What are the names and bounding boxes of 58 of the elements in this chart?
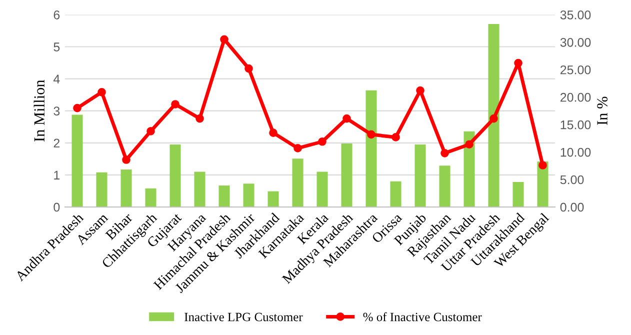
bar <box>218 186 230 207</box>
point <box>244 64 253 73</box>
bar <box>366 90 377 207</box>
bar <box>145 188 156 207</box>
y2-tick-label: 20.00 <box>560 92 591 102</box>
y-tick-label: 5 <box>54 42 60 52</box>
y2-tick-label: 25.00 <box>560 65 591 74</box>
point <box>146 127 155 136</box>
point <box>122 156 130 164</box>
bar <box>120 170 132 207</box>
bar <box>390 181 402 207</box>
y-tick-label: 6 <box>54 10 60 20</box>
point <box>514 58 522 68</box>
bar <box>292 158 304 207</box>
point <box>171 100 180 108</box>
bar <box>72 114 83 207</box>
bar <box>96 172 108 207</box>
y2-axis-title: In % <box>597 96 608 125</box>
point <box>342 114 351 123</box>
y2-tick-label: 35.00 <box>560 10 591 20</box>
point <box>294 144 302 152</box>
point <box>269 128 278 137</box>
point <box>440 148 449 158</box>
legend-label: Inactive LPG Customer <box>184 312 303 322</box>
y-tick-label: 0 <box>54 202 60 212</box>
point <box>392 133 400 142</box>
bar <box>170 144 181 207</box>
y2-tick-label: 30.00 <box>560 38 591 47</box>
y2-tick-label: 0.00 <box>560 202 584 212</box>
legend-label: % of Inactive Customer <box>363 312 482 322</box>
y2-tick-label: 15.00 <box>560 120 591 130</box>
y2-tick-label: 5.00 <box>560 175 584 184</box>
point <box>465 140 474 149</box>
point <box>196 114 204 123</box>
point <box>220 35 228 44</box>
y-axis-title: In Million <box>34 80 45 142</box>
point <box>416 86 424 95</box>
point <box>318 137 326 146</box>
bar <box>464 131 475 207</box>
bar <box>243 184 254 207</box>
bar <box>439 166 450 207</box>
bar <box>268 191 279 207</box>
point <box>538 161 547 170</box>
bar <box>488 24 500 207</box>
y2-tick-label: 10.00 <box>560 148 591 157</box>
point <box>98 88 106 96</box>
y-tick-label: 4 <box>53 74 60 84</box>
point <box>73 104 82 112</box>
bar <box>316 172 328 207</box>
point <box>367 130 376 139</box>
bar <box>512 182 524 207</box>
bar <box>341 144 352 207</box>
point <box>490 114 498 123</box>
y-tick-label: 2 <box>54 138 60 148</box>
y-tick-label: 3 <box>54 106 60 116</box>
y-tick-label: 1 <box>54 170 60 180</box>
bar <box>414 144 426 207</box>
bar <box>194 172 206 207</box>
